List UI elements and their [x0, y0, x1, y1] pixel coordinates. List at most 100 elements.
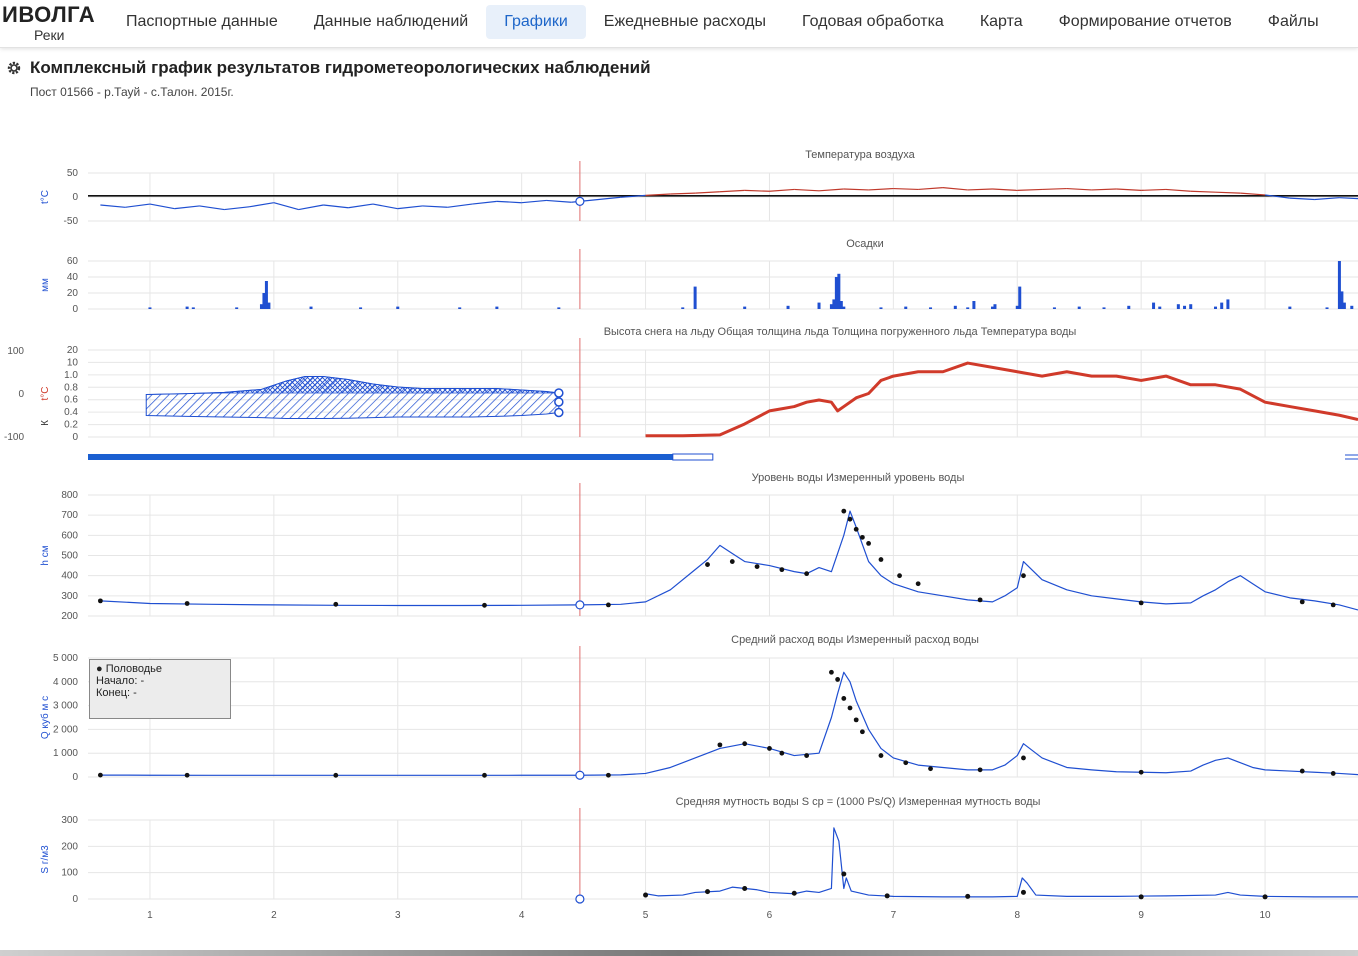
- flood-end: Конец: -: [96, 687, 137, 699]
- nav-item-observations[interactable]: Данные наблюдений: [313, 13, 469, 30]
- series-segment: [348, 203, 374, 209]
- precip-bar: [693, 286, 697, 309]
- measured-point: [333, 601, 339, 607]
- series-segment: [149, 203, 175, 210]
- series-segment: [645, 193, 671, 196]
- precip-bar: [458, 307, 462, 309]
- nav-item-passport[interactable]: Паспортные данные: [126, 13, 278, 30]
- precip-bar: [1220, 302, 1224, 309]
- brand-name: ИВОЛГА: [2, 2, 96, 27]
- precip-bar: [262, 293, 266, 309]
- flood-legend-label: ● Половодье: [96, 663, 163, 675]
- measured-point: [729, 559, 735, 564]
- series-segment: [199, 205, 225, 211]
- y-tick-label: 700: [61, 510, 78, 521]
- series-segment: [1165, 188, 1191, 192]
- series-segment: [620, 194, 646, 198]
- y-tick-label: 10: [67, 357, 79, 368]
- precip-bar: [786, 305, 790, 309]
- scrollbar-handle: [672, 453, 714, 461]
- gear-icon[interactable]: [6, 60, 22, 76]
- y-tick-label: 40: [67, 272, 79, 283]
- precip-bar: [817, 302, 821, 309]
- precip-bar: [904, 306, 908, 309]
- y-tick-label: 0: [72, 304, 78, 315]
- measured-point: [97, 772, 103, 778]
- brand-subtitle: Реки: [34, 27, 65, 43]
- precip-bar: [953, 305, 957, 309]
- y-tick-label: 100: [61, 868, 78, 879]
- panel-title-turbidity: Средняя мутность воды S ср = (1000 Ps/Q)…: [676, 796, 1041, 808]
- snow-height-area: [146, 376, 559, 395]
- y-tick-label: 200: [61, 841, 78, 852]
- series-segment: [1017, 188, 1043, 191]
- precip-bar: [1102, 307, 1106, 309]
- measured-point: [97, 598, 103, 604]
- timeline-scrollbar: [88, 454, 673, 460]
- measured-point: [742, 741, 748, 747]
- measured-point: [859, 534, 865, 540]
- nav-item-annual-processing[interactable]: Годовая обработка: [801, 13, 944, 30]
- series-segment: [1240, 192, 1266, 196]
- measured-point: [754, 564, 760, 569]
- series-segment: [1042, 187, 1067, 191]
- measured-point: [835, 677, 841, 682]
- nav-item-charts[interactable]: Графики: [486, 5, 586, 39]
- y-tick-label: 5 000: [53, 653, 78, 664]
- y-tick-label: 50: [67, 168, 79, 179]
- measured-point: [1138, 894, 1144, 900]
- measured-point: [1330, 602, 1336, 608]
- measured-point: [1020, 889, 1026, 895]
- nav-item-files[interactable]: Файлы: [1267, 13, 1319, 30]
- panel-title-level: Уровень воды Измеренный уровень воды: [752, 472, 965, 484]
- measured-point: [1021, 755, 1026, 761]
- measured-point: [482, 602, 487, 608]
- measured-point: [897, 573, 902, 579]
- measured-point: [878, 557, 884, 562]
- measured-point: [184, 601, 190, 606]
- series-segment: [719, 189, 745, 193]
- precip-bar: [1226, 299, 1230, 309]
- measured-point: [859, 729, 865, 735]
- nav-item-map[interactable]: Карта: [979, 13, 1023, 30]
- precip-bar: [834, 277, 838, 309]
- series-segment: [579, 196, 621, 202]
- series-segment: [1264, 194, 1290, 199]
- measured-point: [804, 753, 810, 758]
- precip-bar: [309, 306, 313, 309]
- series-segment: [100, 204, 126, 208]
- precip-bar: [396, 306, 400, 309]
- precip-bar: [191, 307, 195, 309]
- y-tick-label: 200: [61, 611, 78, 622]
- y-tick-label: 1 000: [53, 748, 78, 759]
- series-segment: [992, 188, 1018, 191]
- measured-point: [915, 581, 921, 587]
- y-tick-label: 0.8: [64, 382, 78, 393]
- precip-bar: [264, 281, 268, 309]
- precip-bar: [495, 306, 499, 309]
- y-tick-label: -50: [64, 216, 79, 227]
- ice-end-marker: [554, 388, 564, 398]
- measured-point: [841, 508, 847, 514]
- series-segment: [521, 199, 547, 204]
- precip-bar: [1325, 307, 1329, 309]
- x-tick-label: 2: [271, 910, 277, 921]
- series-segment: [843, 188, 869, 191]
- precip-bar: [839, 301, 843, 309]
- measured-point: [717, 742, 723, 748]
- measured-point: [977, 767, 983, 773]
- series-segment: [1289, 197, 1315, 201]
- y-tick-label: 300: [61, 591, 78, 602]
- y-tick-label: 600: [61, 530, 78, 541]
- measured-point: [878, 753, 884, 758]
- nav-item-daily-discharge[interactable]: Ежедневные расходы: [603, 13, 766, 30]
- nav-item-reports[interactable]: Формирование отчетов: [1058, 13, 1232, 30]
- brand[interactable]: ИВОЛГА Реки: [2, 2, 96, 43]
- precip-bar: [1158, 306, 1162, 309]
- page-title: Комплексный график результатов гидромете…: [6, 58, 651, 78]
- measured-point: [977, 597, 983, 603]
- precip-bar: [832, 299, 836, 309]
- measured-point: [184, 772, 190, 778]
- precip-bar: [1288, 306, 1292, 309]
